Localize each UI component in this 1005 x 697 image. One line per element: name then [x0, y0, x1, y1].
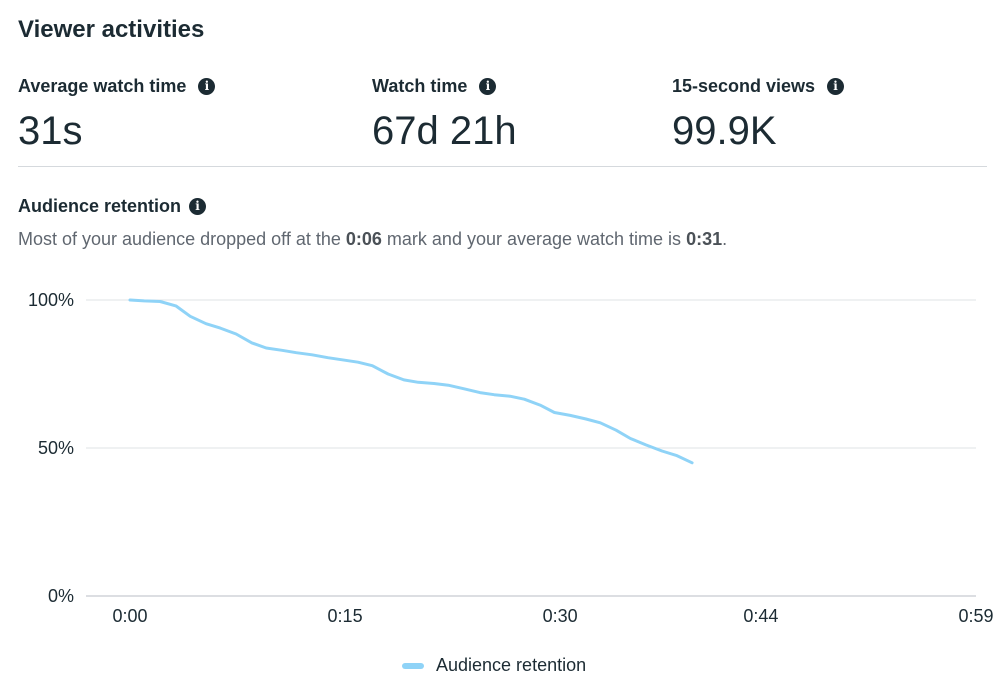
info-icon[interactable]: i: [479, 77, 497, 95]
chart-legend[interactable]: Audience retention: [402, 655, 586, 676]
metric-value: 67d 21h: [372, 109, 517, 153]
series-line-audience-retention[interactable]: [128, 298, 694, 465]
y-tick-label: 0%: [48, 586, 74, 606]
x-tick-label: 0:30: [543, 606, 578, 626]
retention-header: Audience retention i: [18, 196, 207, 217]
section-title: Viewer activities: [18, 16, 205, 43]
info-icon[interactable]: i: [827, 77, 845, 95]
drop-off-mark: 0:06: [345, 229, 382, 249]
x-tick-label: 0:15: [328, 606, 363, 626]
y-tick-label: 100%: [28, 290, 74, 310]
x-tick-label: 0:00: [112, 606, 147, 626]
metric-watch-time: Watch time i 67d 21h: [372, 74, 517, 154]
metric-label: Watch time: [372, 75, 468, 96]
legend-swatch: [402, 662, 424, 669]
desc-suffix: .: [722, 229, 728, 249]
average-watch-mark: 0:31: [686, 229, 723, 249]
x-tick-label: 0:44: [743, 606, 778, 626]
retention-title: Audience retention: [18, 196, 182, 216]
info-icon[interactable]: i: [198, 77, 216, 95]
info-icon[interactable]: i: [189, 198, 207, 215]
metric-label: 15-second views: [672, 75, 816, 96]
y-tick-label: 50%: [38, 438, 74, 458]
metric-value: 99.9K: [672, 109, 777, 153]
x-tick-label: 0:59: [958, 606, 993, 626]
retention-description: Most of your audience dropped off at the…: [18, 229, 727, 250]
legend-label: Audience retention: [436, 655, 587, 675]
divider: [18, 166, 987, 167]
desc-middle: mark and your average watch time is: [381, 229, 687, 249]
desc-prefix: Most of your audience dropped off at the: [18, 229, 346, 249]
metric-15-second-views: 15-second views i 99.9K: [672, 74, 845, 154]
metric-average-watch-time: Average watch time i 31s: [18, 74, 216, 154]
metric-label: Average watch time: [18, 75, 187, 96]
metric-value: 31s: [18, 109, 83, 153]
